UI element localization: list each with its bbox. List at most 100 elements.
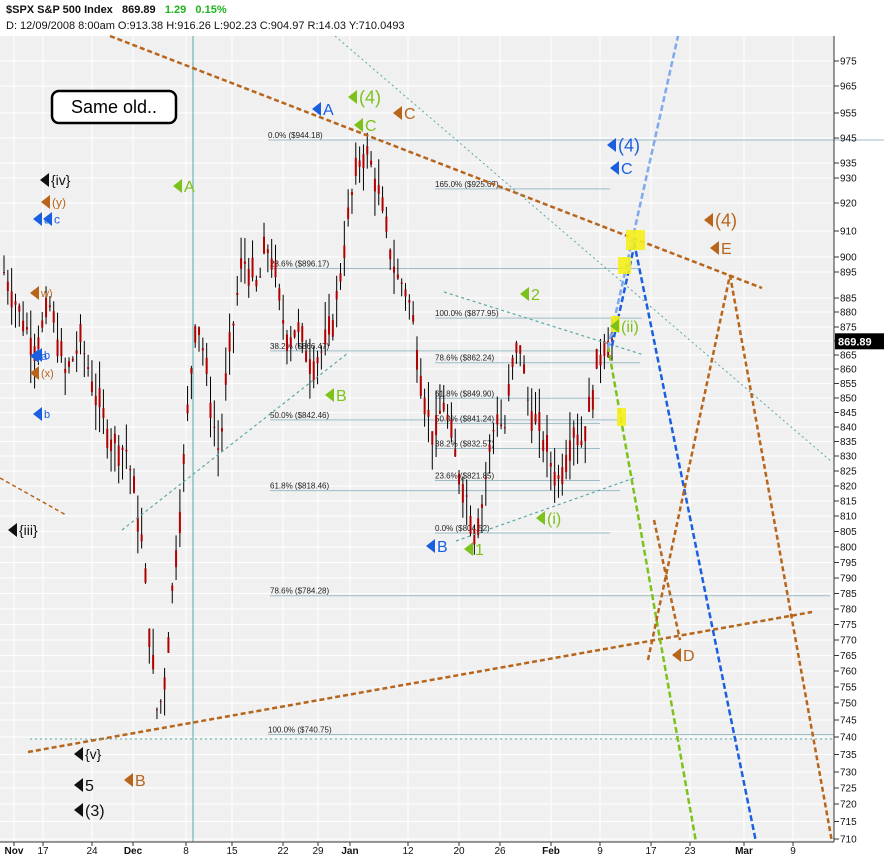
candle-body [3, 272, 5, 273]
y-tick-label: 820 [840, 482, 857, 493]
y-tick-label: 760 [840, 667, 857, 678]
candle-body [297, 322, 300, 333]
y-tick-label: 730 [840, 768, 857, 779]
candle-body [144, 568, 147, 583]
candle-body [274, 260, 277, 278]
candle-body [18, 305, 21, 312]
candle-body [308, 359, 311, 374]
wave-marker-icon [33, 407, 42, 421]
x-tick-label: Dec [124, 846, 143, 857]
y-tick-label: 875 [840, 323, 857, 334]
candle-body [228, 332, 231, 352]
candle-body [591, 390, 594, 410]
symbol-title: $SPX S&P 500 Index [6, 4, 113, 16]
wave-marker-icon [348, 90, 357, 104]
plot-background [0, 36, 834, 842]
x-tick-label: Feb [542, 846, 560, 857]
candle-body [133, 476, 136, 493]
last-price-badge [835, 333, 884, 350]
wave-marker-icon [354, 118, 363, 132]
candle-body [316, 357, 319, 364]
x-tick-label: Jan [341, 846, 358, 857]
y-tick-label: 900 [840, 253, 857, 264]
candle-body [312, 361, 315, 381]
y-tick-label: 825 [840, 467, 857, 478]
candle-body [580, 440, 583, 445]
candle-body [198, 327, 201, 335]
candle-body [6, 281, 9, 292]
wave-label: w) [40, 288, 53, 300]
candle-body [496, 414, 499, 425]
candle-body [129, 469, 132, 471]
candle-body [507, 384, 510, 396]
candle-body [117, 445, 120, 466]
y-tick-label: 815 [840, 497, 857, 508]
x-tick-label: 26 [494, 846, 506, 857]
candle-body [213, 426, 216, 428]
y-tick-label: 910 [840, 227, 857, 238]
wave-marker-icon [610, 161, 619, 175]
candle-body [83, 353, 86, 355]
y-tick-label: 780 [840, 605, 857, 616]
candle-body [178, 511, 181, 534]
candle-body [259, 276, 262, 278]
candle-body [503, 427, 506, 429]
candle-body [305, 350, 308, 362]
candle-body [293, 330, 296, 337]
highlight-box [626, 230, 645, 250]
x-tick-label: 15 [226, 846, 238, 857]
y-tick-label: 790 [840, 574, 857, 585]
wave-marker-icon [710, 241, 719, 255]
candle-body [415, 349, 418, 370]
y-tick-label: 935 [840, 159, 857, 170]
fib-label: 165.0% ($925.67) [435, 180, 499, 189]
candle-body [385, 216, 388, 232]
support-trend-line [27, 610, 813, 754]
orange-projection-mid [652, 519, 682, 641]
y-tick-label: 770 [840, 636, 857, 647]
last-price: 869.89 [121, 4, 156, 16]
candle-body [320, 351, 323, 353]
price-change: 1.29 [164, 4, 187, 16]
wave-label: A [184, 179, 195, 196]
candle-body [75, 350, 78, 354]
candle-body [41, 320, 44, 328]
wave-marker-icon [30, 366, 39, 380]
grid-lines [0, 36, 834, 842]
wave-label: (3) [85, 803, 105, 820]
channel-line-mid [443, 291, 645, 356]
wave-marker-icon [393, 106, 402, 120]
candle-body [461, 484, 464, 503]
fib-label: 100.0% ($740.75) [268, 725, 332, 734]
candle-body [442, 402, 445, 411]
candle-body [140, 534, 143, 542]
candle-body [477, 518, 480, 536]
candle-body [611, 338, 613, 342]
candle-body [576, 434, 579, 446]
candle-body [526, 399, 529, 401]
wave-marker-icon [74, 747, 83, 761]
chart-header: $SPX S&P 500 Index 869.89 1.29 0.15% D: … [0, 0, 884, 36]
x-tick-label: Nov [5, 846, 24, 857]
y-tick-label: 850 [840, 394, 857, 405]
trend-lines [0, 34, 834, 843]
blue-projection-down [632, 241, 758, 843]
wave-marker-icon [33, 212, 42, 226]
x-tick-label: 22 [277, 846, 289, 857]
candle-body [366, 146, 369, 155]
wave-label: C [621, 161, 633, 178]
y-tick-label: 845 [840, 408, 857, 419]
candle-body [588, 396, 591, 412]
candle-body [458, 473, 461, 485]
candle-body [282, 320, 285, 324]
y-tick-label: 805 [840, 527, 857, 538]
candle-body [148, 628, 151, 648]
candle-body [201, 348, 204, 351]
candle-body [270, 258, 273, 270]
wave-label: (x) [41, 368, 54, 380]
candle-body [584, 426, 587, 442]
blue-projection-up [606, 35, 680, 349]
wave-marker-icon [124, 773, 133, 787]
candle-body [446, 414, 449, 421]
y-tick-label: 830 [840, 452, 857, 463]
